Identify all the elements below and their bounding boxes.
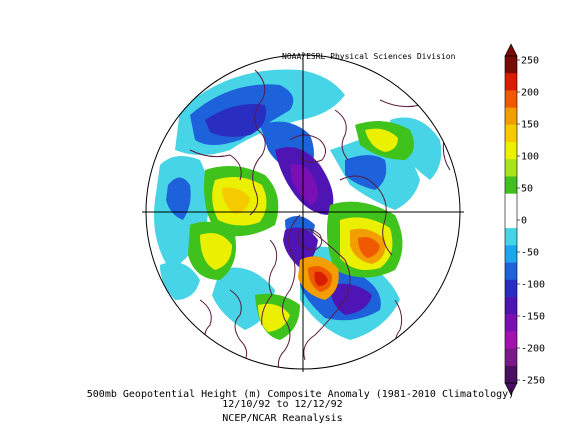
colorbar-label: 0 xyxy=(521,216,527,227)
colorbar-segment xyxy=(505,142,517,160)
colorbar-top-arrow xyxy=(504,43,518,57)
colorbar-segment xyxy=(505,124,517,143)
colorbar-segment xyxy=(505,193,517,212)
colorbar-segment xyxy=(505,56,517,74)
colorbar-label: 150 xyxy=(521,120,539,131)
colorbar-segment xyxy=(505,296,517,315)
colorbar-label: -150 xyxy=(521,312,545,323)
colorbar-segment xyxy=(505,314,517,332)
colorbar-segment xyxy=(505,176,517,195)
colorbar: 250 200 150 100 50 0 -50 -100 -150 -200 -250 xyxy=(504,43,545,396)
colorbar-frame xyxy=(504,55,518,384)
credit-label: NOAA/ESRL Physical Sciences Division xyxy=(282,52,456,61)
colorbar-segment xyxy=(505,262,517,281)
caption-source: NCEP/NCAR Reanalysis xyxy=(222,413,343,424)
colorbar-segment xyxy=(505,279,517,298)
colorbar-label: 50 xyxy=(521,184,533,195)
colorbar-segment xyxy=(505,331,517,350)
colorbar-label: 100 xyxy=(521,152,539,163)
colorbar-segment xyxy=(505,107,517,126)
colorbar-segment xyxy=(505,348,517,367)
colorbar-label: 200 xyxy=(521,88,539,99)
caption-dates: 12/10/92 to 12/12/92 xyxy=(222,399,343,410)
colorbar-segment xyxy=(505,210,517,229)
colorbar-label: 250 xyxy=(521,56,539,67)
colorbar-segment xyxy=(505,245,517,264)
colorbar-segment xyxy=(505,159,517,177)
colorbar-segment xyxy=(505,73,517,91)
coastlines xyxy=(189,69,451,369)
colorbar-label: -100 xyxy=(521,280,545,291)
caption-title: 500mb Geopotential Height (m) Composite … xyxy=(86,389,515,400)
anomaly-strong-positive-areas xyxy=(222,187,386,300)
colorbar-segment xyxy=(505,90,517,109)
colorbar-label: -200 xyxy=(521,344,545,355)
colorbar-segment xyxy=(505,365,517,384)
colorbar-segment xyxy=(505,228,517,246)
colorbar-label: -250 xyxy=(521,376,545,387)
colorbar-label: -50 xyxy=(521,248,539,259)
polar-map xyxy=(146,55,460,369)
